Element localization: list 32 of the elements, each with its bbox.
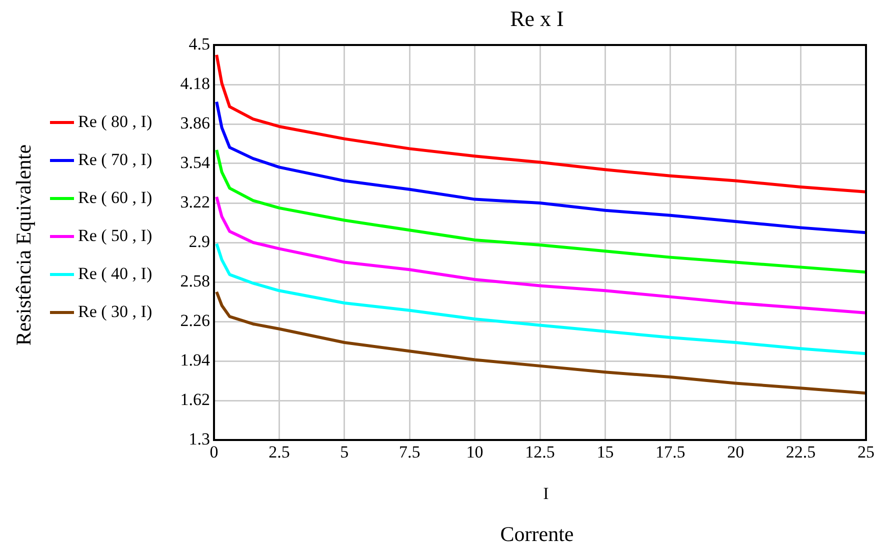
legend-label: Re ( 60 , I)	[78, 188, 152, 208]
y-tick-label: 3.54	[180, 152, 210, 172]
y-tick-label: 1.3	[188, 429, 210, 448]
y-tick-label: 3.22	[180, 192, 210, 212]
x-tick-label: 22.5	[786, 442, 816, 462]
legend-label: Re ( 50 , I)	[78, 226, 152, 246]
x-tick-label: 10	[466, 442, 484, 462]
y-tick-label: 4.18	[180, 74, 210, 93]
x-tick-label: 5	[340, 442, 349, 462]
x-tick-label: 2.5	[268, 442, 290, 462]
x-tick-label: 25	[858, 442, 874, 462]
y-tick-label: 4.5	[188, 34, 210, 54]
text: Resistência Equivalente	[12, 144, 36, 346]
x-tick-label: 12.5	[525, 442, 555, 462]
legend-label: Re ( 70 , I)	[78, 150, 152, 170]
y-tick-label: 1.62	[180, 390, 210, 409]
x-axis-title: I	[543, 484, 549, 504]
x-tick-label: 20	[727, 442, 744, 462]
x-tick-label: 15	[596, 442, 614, 462]
chart-title: Re x I	[510, 6, 564, 32]
x-tick-label: 0	[210, 442, 218, 462]
legend-label: Re ( 30 , I)	[78, 302, 152, 322]
y-tick-label: 2.26	[180, 310, 210, 330]
text: Corrente	[500, 522, 574, 547]
x-tick-label: 7.5	[398, 442, 420, 462]
y-tick-label: 2.58	[180, 271, 210, 290]
x-tick-label: 17.5	[656, 442, 686, 462]
legend-label: Re ( 80 , I)	[78, 112, 152, 132]
y-tick-label: 3.86	[180, 113, 210, 132]
y-tick-label: 2.9	[188, 232, 210, 251]
legend-label: Re ( 40 , I)	[78, 264, 152, 284]
y-tick-label: 1.94	[180, 350, 210, 370]
